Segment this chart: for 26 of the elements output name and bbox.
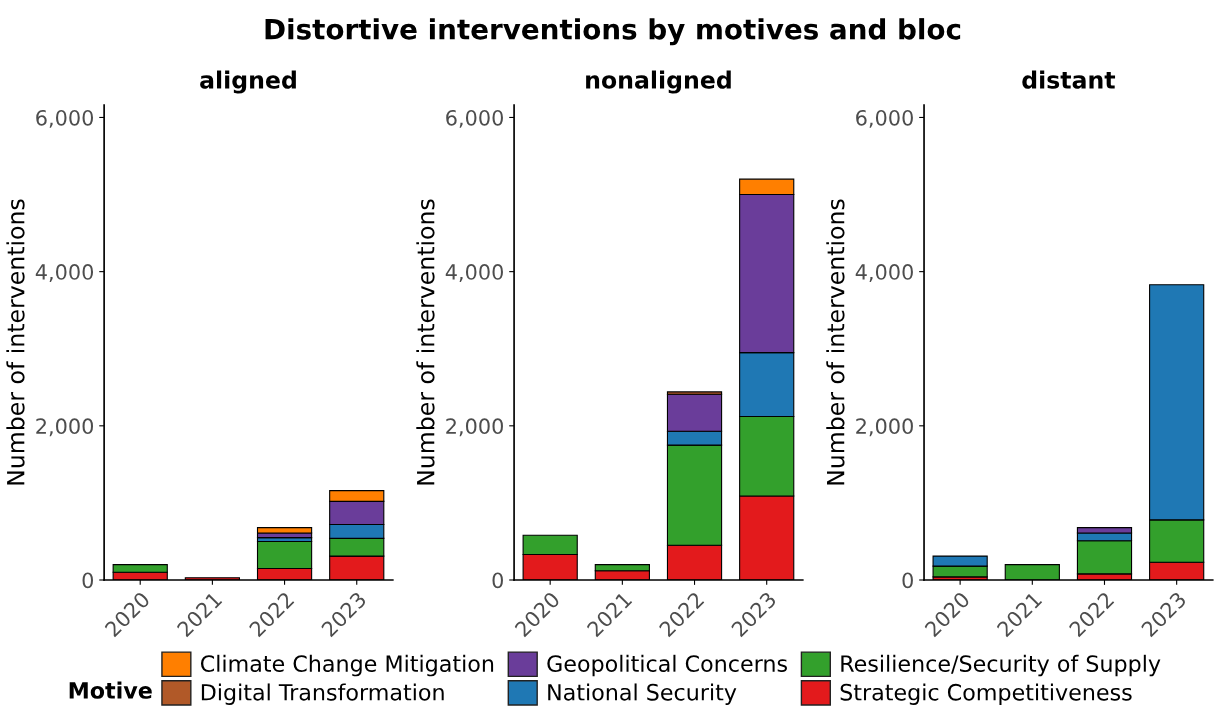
- y-tick-label: 0: [82, 572, 94, 589]
- y-tick-label: 4,000: [855, 264, 913, 282]
- chart-title: nonaligned: [586, 70, 731, 94]
- legend-title: Motive: [69, 681, 152, 699]
- legend-label: Resilience/Security of Supply: [841, 654, 1161, 677]
- y-tick-label: 6,000: [36, 109, 94, 128]
- legend-label: Strategic Competitiveness: [840, 683, 1132, 705]
- legend-label: Digital Transformation: [201, 683, 444, 705]
- legend-label: Geopolitical Concerns: [547, 654, 787, 677]
- y-axis-title: Number of interventions: [416, 199, 435, 485]
- y-tick-label: 2,000: [36, 418, 94, 437]
- chart-title: aligned: [200, 70, 296, 94]
- legend-label: National Security: [548, 683, 737, 705]
- y-tick-label: 2,000: [446, 418, 503, 437]
- y-tick-label: 4,000: [35, 264, 94, 282]
- chart-title: distant: [1022, 70, 1116, 89]
- y-tick-label: 0: [902, 572, 913, 589]
- legend-label: Climate Change Mitigation: [200, 654, 494, 677]
- y-axis-title: Number of interventions: [6, 199, 25, 485]
- y-tick-label: 0: [492, 572, 503, 589]
- text: Distortive interventions by motives and bloc: [265, 18, 961, 46]
- y-tick-label: 6,000: [446, 109, 503, 128]
- y-tick-label: 2,000: [856, 418, 913, 437]
- y-tick-label: 6,000: [856, 109, 913, 128]
- y-tick-label: 4,000: [445, 264, 503, 282]
- y-axis-title: Number of interventions: [826, 199, 845, 485]
